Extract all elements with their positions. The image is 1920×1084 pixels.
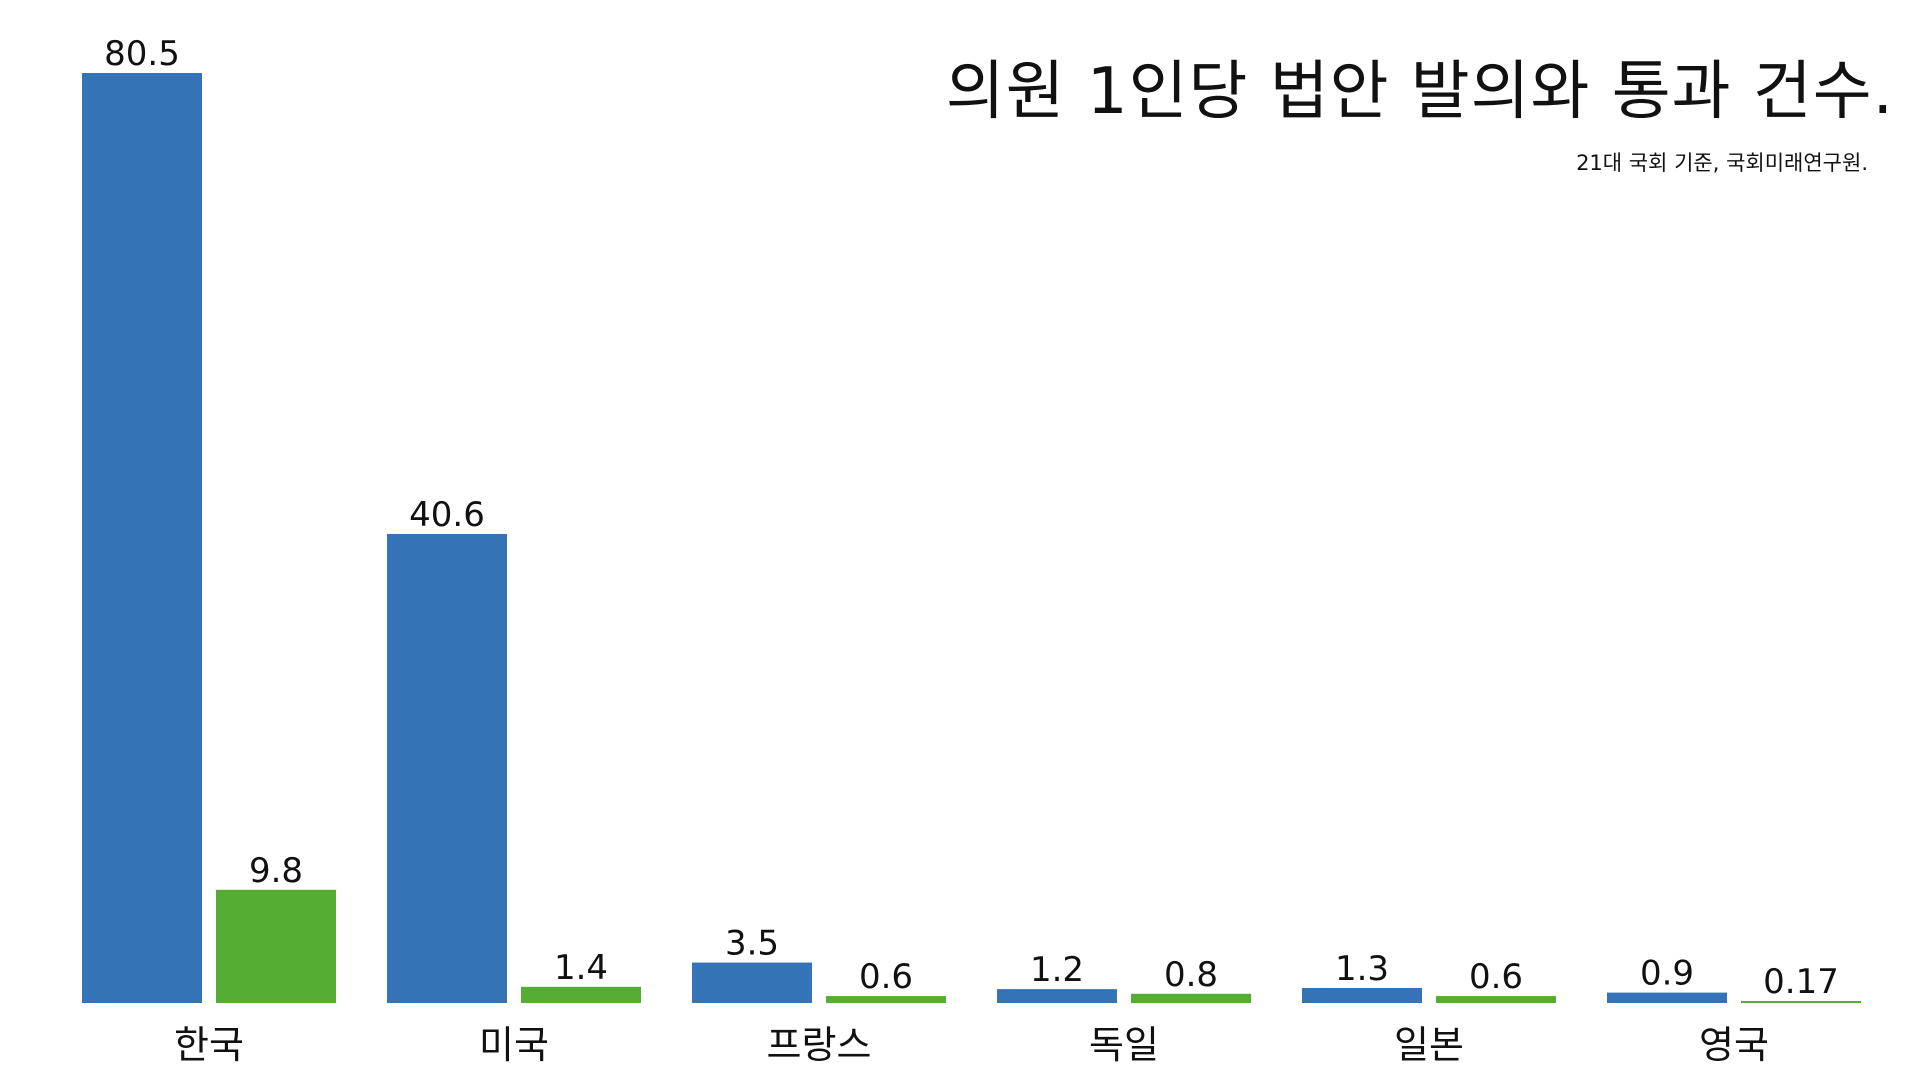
value-label-passed: 0.6 [1469, 957, 1523, 997]
bar-proposed [387, 533, 507, 1003]
value-label-passed: 0.6 [859, 957, 913, 997]
bar-proposed [1302, 987, 1422, 1003]
category-label: 프랑스 [767, 1023, 872, 1067]
category-label: 미국 [479, 1023, 549, 1067]
category-label: 일본 [1394, 1023, 1464, 1067]
value-label-proposed: 40.6 [409, 495, 485, 535]
bar-passed [826, 996, 946, 1003]
value-label-passed: 0.17 [1763, 962, 1839, 1002]
bar-passed [216, 889, 336, 1003]
value-label-proposed: 80.5 [104, 34, 180, 74]
category-label: 한국 [174, 1023, 244, 1067]
value-label-proposed: 3.5 [725, 924, 779, 964]
bar-passed [1741, 1001, 1861, 1003]
value-label-proposed: 1.3 [1335, 949, 1389, 989]
value-label-proposed: 0.9 [1640, 954, 1694, 994]
bar-passed [521, 986, 641, 1003]
bar-proposed [692, 962, 812, 1003]
bar-passed [1131, 993, 1251, 1003]
value-label-proposed: 1.2 [1030, 950, 1084, 990]
bar-proposed [82, 73, 202, 1003]
chart-subtitle: 21대 국회 기준, 국회미래연구원. [1576, 151, 1868, 175]
value-label-passed: 9.8 [249, 851, 303, 891]
bar-proposed [1607, 992, 1727, 1003]
chart-title: 의원 1인당 법안 발의와 통과 건수. [945, 55, 1894, 129]
bar-proposed [997, 989, 1117, 1003]
category-label: 영국 [1699, 1023, 1769, 1067]
bar-passed [1436, 996, 1556, 1003]
category-label: 독일 [1089, 1023, 1159, 1067]
value-label-passed: 0.8 [1164, 955, 1218, 995]
value-label-passed: 1.4 [554, 948, 608, 988]
